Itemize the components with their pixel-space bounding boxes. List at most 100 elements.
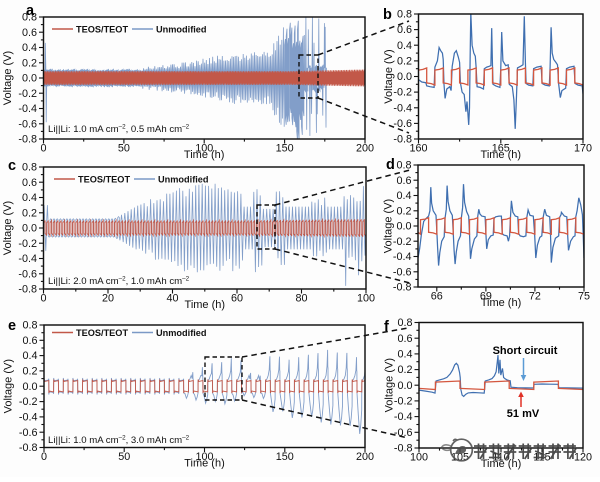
svg-text:0: 0: [40, 143, 46, 155]
svg-text:50: 50: [118, 451, 130, 463]
svg-text:-0.4: -0.4: [393, 102, 412, 114]
svg-text:200: 200: [356, 451, 374, 463]
svg-text:Li||Li: 1.0 mA cm–2, 3.0 mAh c: Li||Li: 1.0 mA cm–2, 3.0 mAh cm–2: [48, 435, 190, 447]
svg-text:165: 165: [492, 143, 510, 155]
svg-text:-0.8: -0.8: [393, 282, 412, 294]
svg-text:0.2: 0.2: [22, 57, 37, 69]
svg-text:0.8: 0.8: [22, 162, 37, 174]
svg-text:-0.4: -0.4: [393, 251, 412, 263]
svg-text:e: e: [8, 318, 16, 334]
svg-text:0.6: 0.6: [22, 27, 37, 39]
svg-text:0.4: 0.4: [22, 42, 37, 54]
svg-text:Time (h): Time (h): [184, 458, 225, 470]
svg-text:Voltage (V): Voltage (V): [2, 201, 14, 255]
svg-text:-0.8: -0.8: [19, 442, 38, 454]
svg-text:20: 20: [102, 293, 114, 305]
svg-text:0.2: 0.2: [396, 205, 411, 217]
svg-text:Unmodified: Unmodified: [156, 24, 207, 34]
svg-text:0.8: 0.8: [397, 9, 412, 21]
svg-text:Short circuit: Short circuit: [493, 345, 558, 357]
svg-text:40: 40: [166, 293, 178, 305]
svg-text:-0.4: -0.4: [19, 412, 38, 424]
svg-text:Time (h): Time (h): [481, 458, 522, 470]
svg-text:-0.2: -0.2: [394, 396, 413, 408]
svg-text:-0.4: -0.4: [18, 253, 37, 265]
svg-text:75: 75: [578, 291, 590, 303]
svg-text:0: 0: [41, 451, 47, 463]
svg-text:0.4: 0.4: [396, 190, 411, 202]
svg-text:0.0: 0.0: [396, 221, 411, 233]
svg-text:TEOS/TEOT: TEOS/TEOT: [76, 24, 128, 34]
svg-text:0.6: 0.6: [22, 335, 37, 347]
svg-text:TEOS/TEOT: TEOS/TEOT: [78, 174, 130, 184]
svg-text:0.0: 0.0: [22, 381, 37, 393]
svg-text:Voltage (V): Voltage (V): [2, 51, 14, 105]
svg-text:170: 170: [574, 143, 592, 155]
svg-text:0: 0: [40, 293, 46, 305]
svg-text:0.4: 0.4: [397, 40, 412, 52]
svg-text:b: b: [383, 7, 392, 23]
svg-text:Unmodified: Unmodified: [156, 328, 207, 338]
svg-text:a: a: [26, 3, 35, 19]
svg-text:-0.6: -0.6: [18, 268, 37, 280]
svg-text:200: 200: [356, 143, 374, 155]
svg-text:Voltage (V): Voltage (V): [383, 49, 395, 103]
svg-text:d: d: [386, 157, 395, 173]
svg-text:100: 100: [195, 143, 213, 155]
svg-text:-0.2: -0.2: [18, 88, 37, 100]
svg-text:50: 50: [118, 143, 130, 155]
svg-text:150: 150: [276, 143, 294, 155]
svg-text:f: f: [384, 319, 389, 335]
svg-text:-0.2: -0.2: [393, 87, 412, 99]
svg-text:-0.2: -0.2: [393, 236, 412, 248]
svg-text:100: 100: [357, 293, 375, 305]
svg-text:0.6: 0.6: [397, 333, 412, 345]
svg-text:-0.2: -0.2: [18, 238, 37, 250]
svg-text:160: 160: [409, 143, 427, 155]
svg-text:Time (h): Time (h): [481, 149, 522, 161]
svg-text:-0.2: -0.2: [19, 396, 38, 408]
svg-text:0.8: 0.8: [22, 12, 37, 24]
svg-text:100: 100: [195, 451, 213, 463]
svg-text:Li||Li: 2.0 mA cm–2, 1.0 mAh c: Li||Li: 2.0 mA cm–2, 1.0 mAh cm–2: [48, 276, 190, 288]
svg-text:-0.4: -0.4: [394, 411, 413, 423]
svg-text:150: 150: [276, 451, 294, 463]
svg-text:c: c: [8, 158, 16, 174]
svg-text:0.8: 0.8: [22, 320, 37, 332]
svg-text:-0.8: -0.8: [394, 443, 413, 455]
svg-text:0.4: 0.4: [397, 349, 412, 361]
svg-text:0.0: 0.0: [397, 380, 412, 392]
svg-text:0.6: 0.6: [396, 175, 411, 187]
svg-text:0.6: 0.6: [397, 24, 412, 36]
svg-text:Time (h): Time (h): [184, 149, 225, 161]
svg-text:0.0: 0.0: [22, 223, 37, 235]
svg-text:69: 69: [480, 291, 492, 303]
svg-text:Voltage (V): Voltage (V): [3, 359, 15, 413]
svg-text:0.8: 0.8: [397, 317, 412, 329]
svg-text:80: 80: [295, 293, 307, 305]
svg-text:72: 72: [529, 291, 541, 303]
svg-text:-0.8: -0.8: [18, 134, 37, 146]
svg-text:Voltage (V): Voltage (V): [383, 199, 395, 253]
svg-text:-0.6: -0.6: [393, 118, 412, 130]
svg-text:0.0: 0.0: [22, 73, 37, 85]
svg-text:66: 66: [431, 291, 443, 303]
svg-text:100: 100: [410, 452, 428, 464]
svg-text:-0.8: -0.8: [18, 284, 37, 296]
svg-text:0.2: 0.2: [22, 207, 37, 219]
svg-text:0.4: 0.4: [22, 192, 37, 204]
svg-text:51 mV: 51 mV: [507, 408, 540, 420]
svg-text:-0.6: -0.6: [19, 427, 38, 439]
svg-text:0.4: 0.4: [22, 350, 37, 362]
svg-text:TEOS/TEOT: TEOS/TEOT: [76, 328, 128, 338]
svg-text:Li||Li: 1.0 mA cm–2, 0.5 mAh c: Li||Li: 1.0 mA cm–2, 0.5 mAh cm–2: [48, 124, 190, 136]
svg-text:0.2: 0.2: [397, 364, 412, 376]
svg-text:0.2: 0.2: [397, 56, 412, 68]
svg-text:Time (h): Time (h): [185, 299, 226, 311]
svg-text:Voltage (V): Voltage (V): [384, 358, 396, 412]
svg-text:0.6: 0.6: [22, 177, 37, 189]
svg-text:Unmodified: Unmodified: [158, 174, 209, 184]
svg-text:0.2: 0.2: [22, 366, 37, 378]
svg-text:60: 60: [231, 293, 243, 305]
svg-text:0.0: 0.0: [397, 71, 412, 83]
